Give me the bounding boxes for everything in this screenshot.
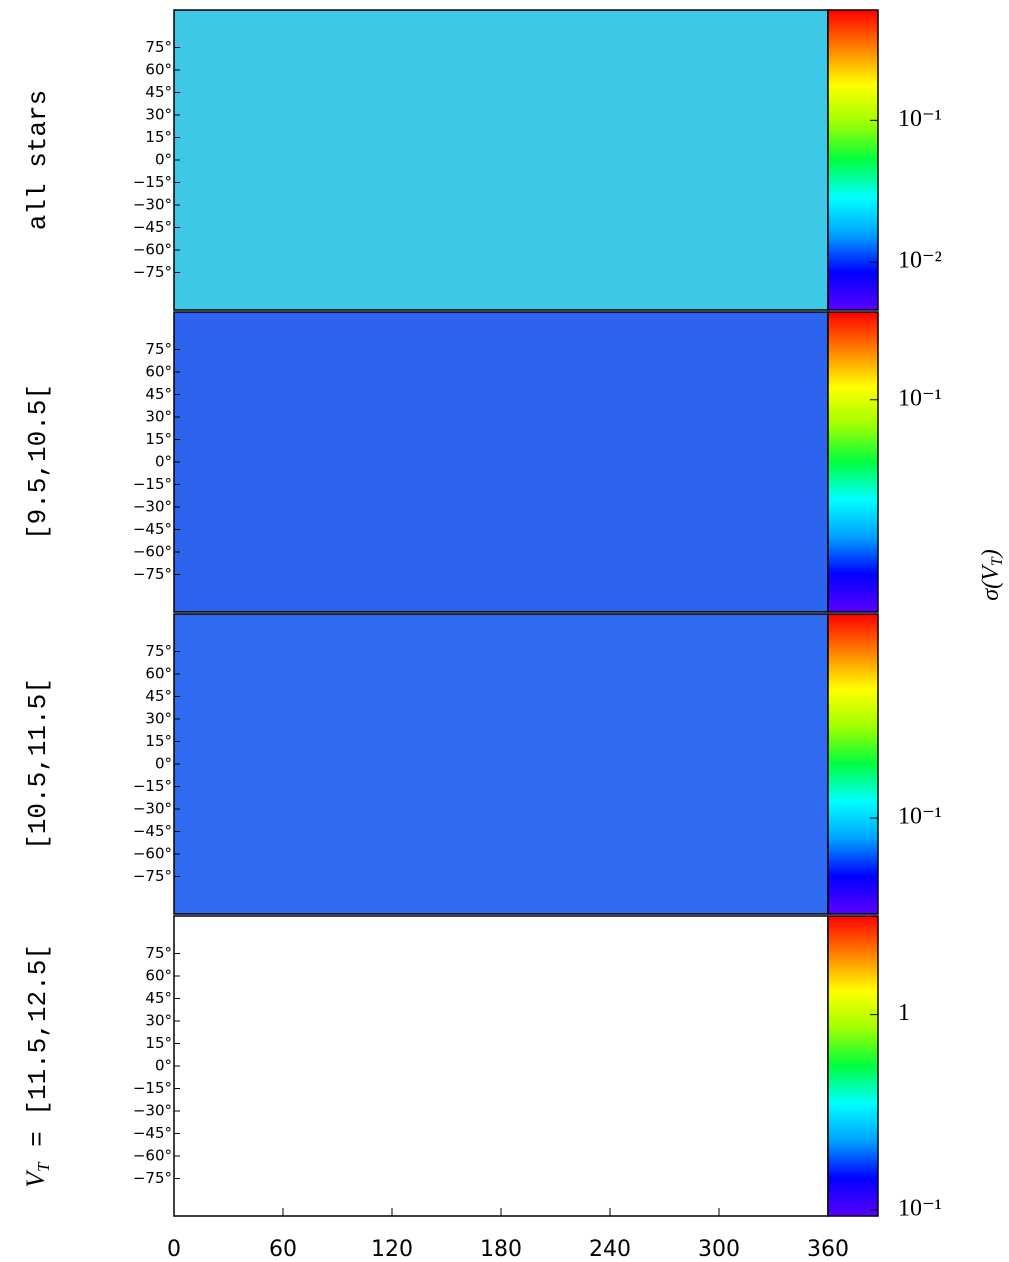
- label-range: [10.5,11.5[: [23, 678, 53, 850]
- y-tick-label: −15°: [133, 1079, 172, 1097]
- label-range: = [11.5,12.5[: [23, 944, 53, 1162]
- y-tick-label: −30°: [133, 800, 172, 818]
- map-field: [173, 9, 829, 311]
- colorbar-tick-label: 1: [898, 1000, 910, 1026]
- y-tick-label: 60°: [145, 61, 172, 79]
- panel-label: all stars: [23, 90, 53, 230]
- y-tick-label: −60°: [133, 241, 172, 259]
- map-field: [173, 311, 829, 613]
- y-tick-label: 75°: [145, 642, 172, 660]
- y-tick-label: 75°: [145, 340, 172, 358]
- y-tick-label: −15°: [133, 777, 172, 795]
- x-tick-label: 300: [698, 1237, 740, 1262]
- y-tick-label: 30°: [145, 1012, 172, 1030]
- y-tick-label: 30°: [145, 710, 172, 728]
- y-tick-label: 15°: [145, 128, 172, 146]
- y-tick-label: −45°: [133, 218, 172, 236]
- colorbar: [827, 613, 879, 915]
- y-tick-label: −75°: [133, 1169, 172, 1187]
- label-subscript: T: [34, 1161, 53, 1172]
- colorbar-title-subscript: T: [989, 556, 1006, 566]
- label-range: all stars: [23, 90, 53, 230]
- x-tick-label: 120: [371, 1237, 413, 1262]
- label-range: [9.5,10.5[: [23, 384, 53, 540]
- colorbar-title-symbol: σ(V: [978, 564, 1004, 601]
- colorbar-title: σ(VT): [978, 549, 1006, 600]
- y-tick-label: −15°: [133, 475, 172, 493]
- panel-label: VT = [11.5,12.5[: [21, 944, 53, 1188]
- colorbar-tick-label: 10⁻¹: [898, 385, 942, 411]
- y-tick-label: 30°: [145, 408, 172, 426]
- x-tick-label: 360: [807, 1237, 849, 1262]
- y-tick-label: 75°: [145, 38, 172, 56]
- colorbar: [827, 311, 879, 613]
- y-tick-label: 0°: [155, 1057, 172, 1075]
- map-field: [173, 613, 829, 915]
- label-symbol: V: [21, 1169, 50, 1188]
- y-tick-label: 0°: [155, 151, 172, 169]
- y-tick-label: −30°: [133, 196, 172, 214]
- colorbar: [827, 9, 879, 311]
- y-tick-label: 0°: [155, 453, 172, 471]
- y-tick-label: 60°: [145, 665, 172, 683]
- y-tick-label: 60°: [145, 967, 172, 985]
- y-tick-label: −30°: [133, 1102, 172, 1120]
- x-tick-label: 60: [269, 1237, 297, 1262]
- y-tick-label: 45°: [145, 83, 172, 101]
- y-tick-label: −75°: [133, 565, 172, 583]
- y-tick-label: 45°: [145, 989, 172, 1007]
- y-tick-label: −75°: [133, 263, 172, 281]
- y-tick-label: 15°: [145, 430, 172, 448]
- y-tick-label: −60°: [133, 1147, 172, 1165]
- y-tick-label: 45°: [145, 687, 172, 705]
- y-tick-label: 15°: [145, 1034, 172, 1052]
- y-tick-label: −75°: [133, 867, 172, 885]
- colorbar: [827, 915, 879, 1217]
- panel-label: [10.5,11.5[: [23, 678, 53, 850]
- y-tick-label: −60°: [133, 543, 172, 561]
- y-tick-label: 60°: [145, 363, 172, 381]
- y-tick-label: −45°: [133, 520, 172, 538]
- y-tick-label: 75°: [145, 944, 172, 962]
- y-tick-label: −30°: [133, 498, 172, 516]
- x-tick-label: 0: [167, 1237, 181, 1262]
- map-field: [173, 915, 829, 1217]
- panel-label: [9.5,10.5[: [23, 384, 53, 540]
- x-tick-label: 240: [589, 1237, 631, 1262]
- y-tick-label: −60°: [133, 845, 172, 863]
- y-tick-label: −45°: [133, 1124, 172, 1142]
- y-tick-label: 15°: [145, 732, 172, 750]
- colorbar-tick-label: 10⁻¹: [898, 1195, 942, 1221]
- y-tick-label: 0°: [155, 755, 172, 773]
- colorbar-title-close: ): [978, 549, 1004, 559]
- y-tick-label: 45°: [145, 385, 172, 403]
- x-tick-label: 180: [480, 1237, 522, 1262]
- colorbar-tick-label: 10⁻¹: [898, 106, 942, 132]
- colorbar-tick-label: 10⁻¹: [898, 804, 942, 830]
- y-tick-label: 30°: [145, 106, 172, 124]
- colorbar-tick-label: 10⁻²: [898, 248, 942, 274]
- y-tick-label: −45°: [133, 822, 172, 840]
- y-tick-label: −15°: [133, 173, 172, 191]
